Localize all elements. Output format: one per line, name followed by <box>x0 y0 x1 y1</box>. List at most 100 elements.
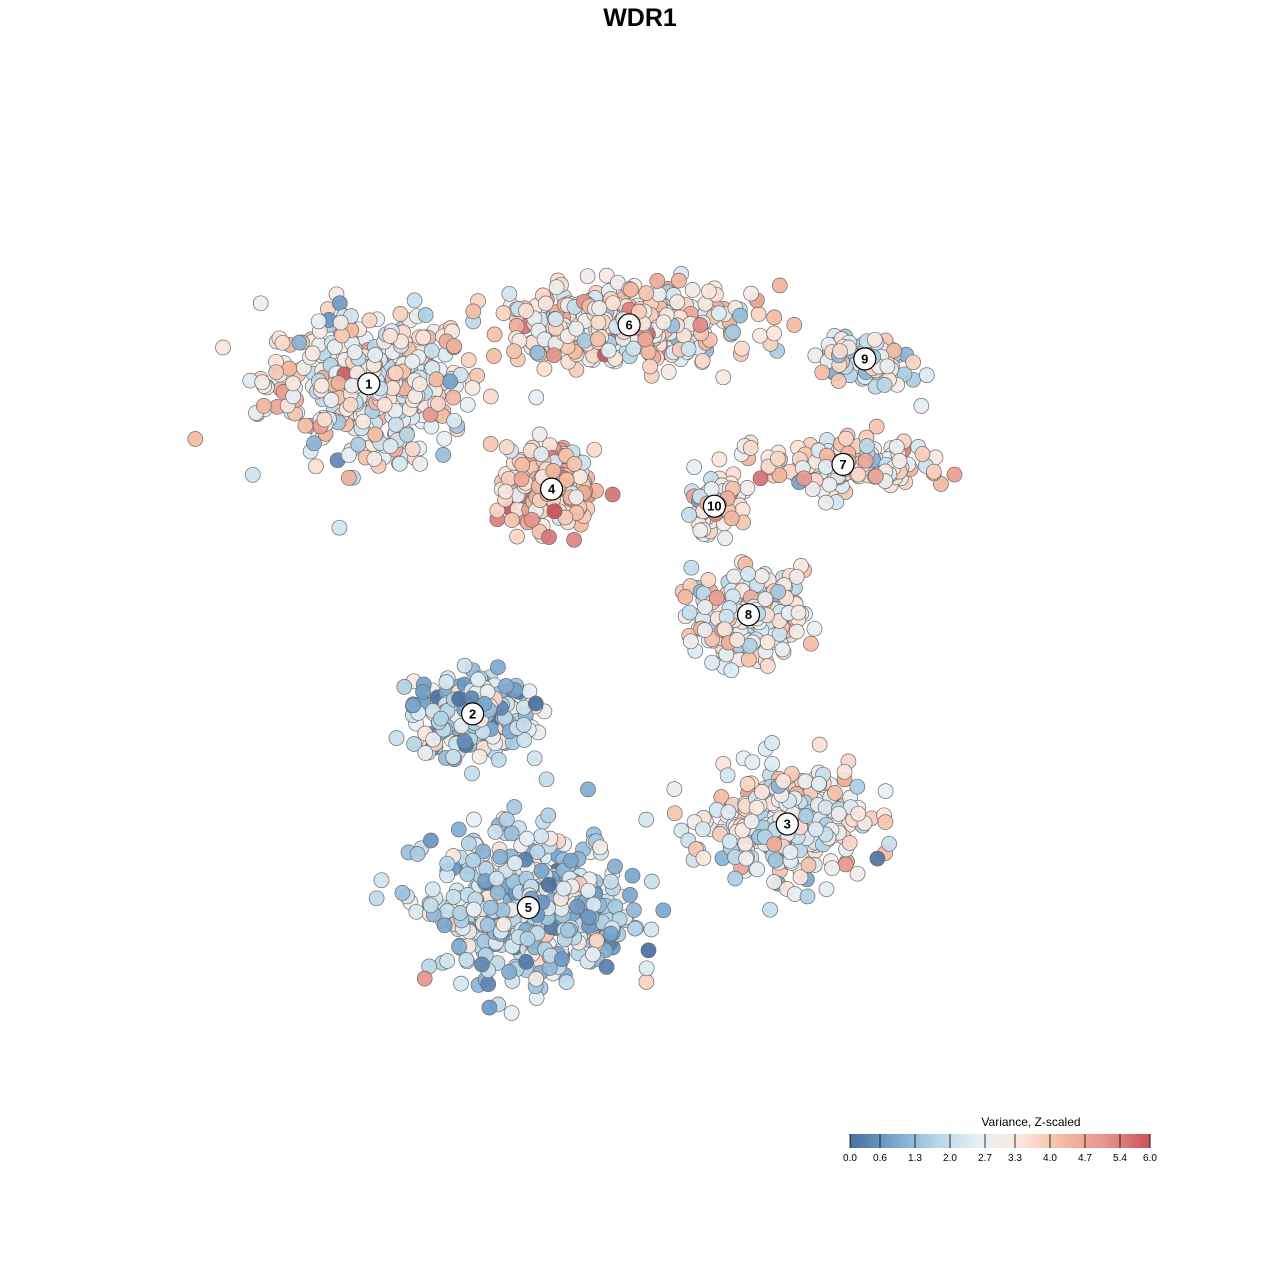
cell-point <box>361 312 378 329</box>
color-legend: Variance, Z-scaled 0.0 0.6 1.3 2.0 2.7 3.3 4.0… <box>843 1115 1157 1164</box>
cluster-label: 8 <box>736 603 761 627</box>
cell-point <box>623 281 639 298</box>
cell-point <box>600 342 617 359</box>
cell-point <box>660 364 677 380</box>
legend-gradient-segment <box>944 1134 947 1148</box>
cell-point <box>495 305 512 321</box>
cell-point <box>498 439 515 455</box>
cluster-label: 1 <box>357 372 381 396</box>
cell-point <box>475 843 491 860</box>
cell-point <box>518 954 534 970</box>
cell-point <box>748 799 765 816</box>
cell-point <box>744 754 761 771</box>
cell-point <box>637 331 654 348</box>
cell-point <box>308 458 324 475</box>
cell-point <box>626 902 642 918</box>
legend-gradient-segment <box>1138 1134 1141 1148</box>
cell-point <box>566 531 582 548</box>
cluster-label: 10 <box>702 494 727 518</box>
cell-point <box>446 338 462 355</box>
cell-point <box>766 836 783 853</box>
cell-point <box>423 832 439 849</box>
legend-gradient-segment <box>976 1134 979 1148</box>
legend-gradient-segment <box>978 1134 981 1148</box>
legend-gradient-segment <box>904 1134 907 1148</box>
cell-point <box>331 519 348 536</box>
legend-tick-label: 1.3 <box>908 1153 922 1164</box>
cell-point <box>766 325 782 342</box>
cell-point <box>818 494 834 511</box>
cell-point <box>291 334 308 351</box>
cell-point <box>558 974 575 990</box>
legend-gradient-bar <box>850 1134 1151 1148</box>
cell-point <box>757 591 774 607</box>
cell-point <box>460 352 477 368</box>
cell-point <box>465 852 482 869</box>
cell-point <box>580 909 597 926</box>
cell-point <box>452 905 469 921</box>
cell-point <box>625 340 642 357</box>
legend-gradient-segment <box>888 1134 891 1148</box>
cell-point <box>415 683 431 700</box>
cell-point <box>666 805 683 822</box>
cell-point <box>465 303 482 320</box>
cluster-label-badge <box>516 895 541 920</box>
cell-point <box>506 343 522 360</box>
cluster-label-text: 7 <box>839 457 846 472</box>
legend-gradient-segment <box>898 1134 901 1148</box>
cell-point <box>655 314 672 331</box>
cluster-label-text: 8 <box>745 607 752 622</box>
legend-gradient-segment <box>854 1134 857 1148</box>
legend-gradient-segment <box>1132 1134 1135 1148</box>
legend-gradient-segment <box>1118 1134 1121 1148</box>
legend-gradient-segment <box>970 1134 973 1148</box>
cell-point <box>866 331 883 348</box>
cell-point <box>438 674 455 690</box>
cell-point <box>886 342 902 359</box>
cell-point <box>323 392 340 408</box>
cell-point <box>754 784 770 800</box>
cell-point <box>566 456 583 472</box>
cell-point <box>459 866 476 882</box>
legend-gradient-segment <box>980 1134 983 1148</box>
legend-gradient-segment <box>966 1134 969 1148</box>
legend-gradient-segment <box>974 1134 977 1148</box>
cell-point <box>501 285 518 302</box>
cell-point <box>306 435 322 452</box>
legend-gradient-segment <box>998 1134 1001 1148</box>
legend-gradient-segment <box>916 1134 919 1148</box>
cluster-label: 9 <box>853 347 877 371</box>
legend-gradient-segment <box>1052 1134 1055 1148</box>
cell-point <box>436 917 453 934</box>
cell-point <box>759 634 776 651</box>
cell-point <box>545 463 562 479</box>
cell-point <box>346 344 363 361</box>
cluster-label: 6 <box>617 313 641 337</box>
cell-point <box>739 776 756 792</box>
cell-point <box>905 354 921 371</box>
cell-point <box>430 395 446 412</box>
cell-point <box>719 767 736 784</box>
legend-gradient-segment <box>1018 1134 1021 1148</box>
cell-point <box>406 736 422 752</box>
cell-point <box>792 869 809 886</box>
legend-gradient-segment <box>996 1134 999 1148</box>
cell-point <box>708 590 725 606</box>
legend-gradient-segment <box>852 1134 855 1148</box>
legend-gradient-segment <box>1026 1134 1029 1148</box>
cell-point <box>742 440 759 456</box>
cell-point <box>281 360 298 377</box>
cell-point <box>790 604 807 621</box>
cell-point <box>683 559 700 576</box>
legend-tick-label: 5.4 <box>1113 1153 1127 1164</box>
legend-gradient-segment <box>886 1134 889 1148</box>
legend-gradient-segment <box>1038 1134 1041 1148</box>
cell-point <box>568 489 585 506</box>
cell-point <box>255 398 272 414</box>
cell-point <box>686 459 703 476</box>
legend-gradient-segment <box>894 1134 897 1148</box>
cell-point <box>274 334 291 351</box>
cell-point <box>572 469 588 485</box>
legend-gradient-segment <box>1140 1134 1143 1148</box>
legend-gradient-segment <box>858 1134 861 1148</box>
